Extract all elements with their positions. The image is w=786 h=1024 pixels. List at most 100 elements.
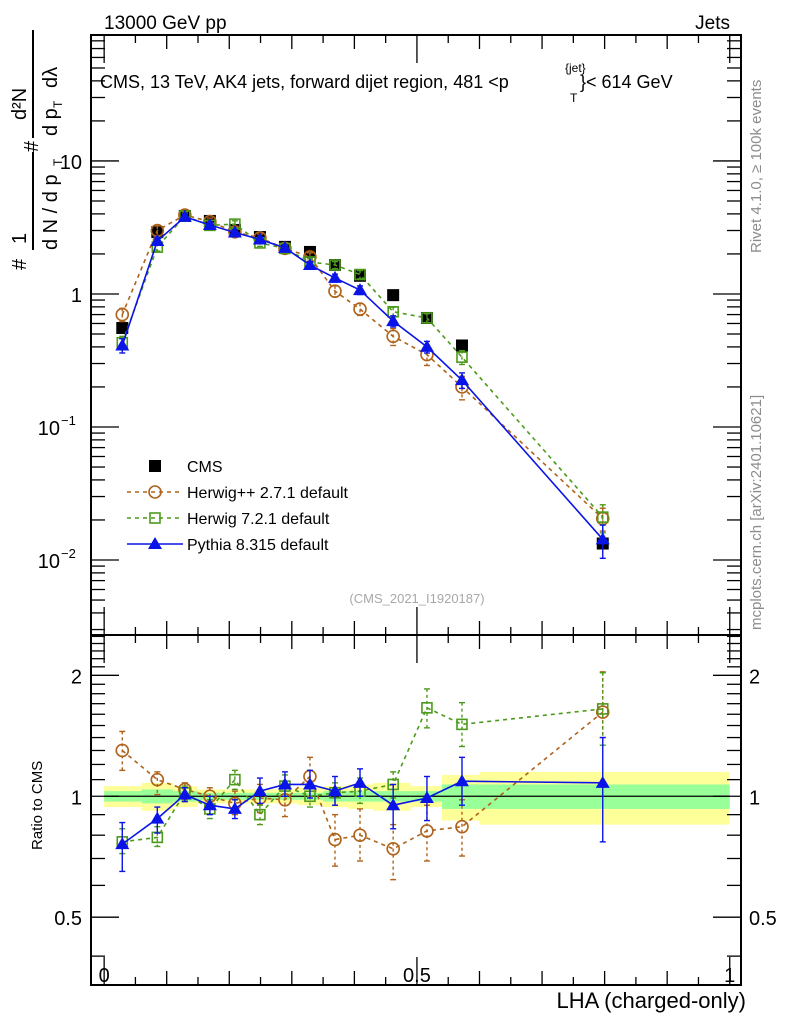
analysis-watermark: (CMS_2021_I1920187) — [349, 591, 484, 606]
data-point — [353, 283, 368, 296]
y-tick-label: 10 — [38, 418, 60, 440]
data-point — [277, 240, 292, 253]
data-point — [387, 289, 400, 302]
data-point — [596, 511, 609, 523]
ratio-data-point — [455, 819, 469, 834]
legend: CMS Herwig++ 2.7.1 default Herwig 7.2.1 de… — [127, 459, 349, 554]
title-sub: T — [570, 91, 578, 105]
ratio-data-point — [115, 837, 130, 850]
ratio-y-tick-label: 2 — [71, 666, 82, 688]
ratio-data-point — [386, 798, 401, 811]
title-post: }< 614 GeV — [580, 72, 673, 92]
mcplots-label: mcplots.cern.ch [arXiv:2401.10621] — [748, 395, 765, 630]
ratio-data-point — [229, 773, 241, 786]
legend-marker — [149, 512, 161, 524]
y-tick-label: 10 — [38, 551, 60, 573]
ratio-series-2 — [115, 736, 610, 873]
data-point — [329, 259, 341, 271]
x-tick-label: 1 — [724, 965, 735, 987]
ratio-panel — [115, 671, 610, 881]
data-point — [327, 270, 342, 283]
ylabel-one: 1 — [9, 233, 31, 244]
x-tick-label: 0.5 — [403, 965, 431, 987]
rivet-label: Rivet 4.1.0, ≥ 100k events — [748, 80, 765, 253]
ratio-y-tick-label: 0.5 — [54, 908, 82, 930]
data-point — [116, 321, 129, 334]
ratio-data-point — [150, 772, 165, 787]
data-point — [386, 314, 401, 327]
legend-item: CMS — [149, 459, 223, 476]
y-tick-exponent: −1 — [61, 413, 76, 428]
legend-item: Herwig++ 2.7.1 default — [127, 485, 349, 502]
ylabel-T2: T — [51, 100, 65, 108]
series-1 — [115, 208, 610, 532]
ratio-data-point — [302, 777, 317, 790]
ylabel-T1: T — [51, 158, 65, 166]
header-right: Jets — [695, 13, 730, 34]
ratio-y-tick-label: 1 — [71, 787, 82, 809]
ratio-data-point — [328, 832, 342, 847]
title-sup: {jet} — [565, 61, 586, 75]
data-point — [386, 329, 400, 344]
ratio-frame — [90, 634, 742, 986]
main-panel — [115, 208, 610, 559]
ratio-y-tick-label-right: 1 — [749, 787, 760, 809]
ratio-bands — [104, 771, 730, 825]
ratio-data-point — [254, 808, 266, 821]
series-3 — [115, 209, 610, 559]
data-point — [421, 312, 433, 324]
ratio-y-tick-label-right: 0.5 — [749, 908, 777, 930]
data-point — [177, 209, 192, 222]
data-point — [328, 284, 342, 298]
ratio-data-point — [595, 775, 610, 788]
ratio-data-point — [227, 801, 242, 814]
ratio-data-point — [421, 702, 433, 714]
ylabel-den1: d N / d p — [40, 174, 62, 250]
y-tick-label: 1 — [71, 285, 82, 307]
data-point — [456, 351, 468, 363]
data-point — [454, 373, 469, 386]
data-point — [115, 338, 130, 351]
x-tick-label: 0 — [99, 965, 110, 987]
ratio-data-point — [420, 824, 434, 838]
legend-item: Pythia 8.315 default — [127, 537, 329, 554]
legend-label: CMS — [187, 459, 223, 476]
legend-label: Herwig 7.2.1 default — [187, 511, 330, 528]
ratio-y-tick-label-right: 2 — [749, 666, 760, 688]
legend-marker — [149, 460, 161, 472]
ratio-data-point — [353, 775, 368, 788]
ratio-data-point — [252, 784, 267, 797]
ratio-data-point — [353, 828, 367, 842]
y-tick-exponent: −2 — [61, 546, 76, 561]
ratio-series-line — [122, 706, 603, 843]
data-point — [227, 225, 242, 238]
ratio-data-point — [419, 791, 434, 804]
ratio-data-point — [595, 705, 610, 719]
legend-marker — [148, 485, 162, 499]
ratio-series-line — [121, 711, 604, 850]
main-ylabel: # 1 d N / d p T # d²N d p T dλ — [9, 30, 65, 270]
ratio-data-point — [386, 841, 400, 856]
legend-label: Pythia 8.315 default — [187, 537, 329, 554]
y-tick-label: 10 — [60, 152, 82, 174]
ratio-data-point — [150, 811, 165, 824]
main-title: CMS, 13 TeV, AK4 jets, forward dijet reg… — [100, 72, 509, 92]
ratio-data-point — [277, 777, 292, 790]
ylabel-hash1: # — [9, 258, 31, 270]
data-point — [419, 339, 434, 352]
data-point — [115, 307, 130, 322]
ratio-ylabel: Ratio to CMS — [29, 761, 46, 850]
ylabel-hash2: # — [21, 140, 43, 152]
ylabel-dl: dλ — [40, 67, 62, 88]
x-axis-label: LHA (charged-only) — [556, 988, 746, 1013]
data-point — [302, 258, 317, 271]
header-left: 13000 GeV pp — [104, 13, 227, 34]
data-point — [354, 268, 366, 281]
ratio-data-point — [327, 784, 342, 797]
data-point — [353, 302, 367, 316]
ratio-data-point — [456, 718, 468, 731]
ratio-data-point — [454, 774, 469, 787]
ratio-data-point — [202, 798, 217, 811]
